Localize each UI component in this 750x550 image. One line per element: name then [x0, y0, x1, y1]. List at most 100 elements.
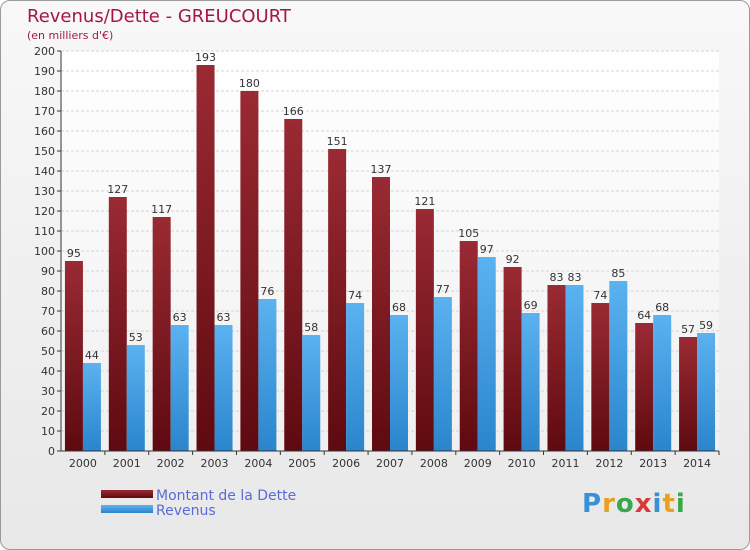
x-tick-label: 2007 — [376, 457, 404, 470]
bar-dette — [372, 177, 390, 451]
y-tick-label: 200 — [34, 45, 55, 58]
legend: Montant de la Dette Revenus — [101, 488, 296, 519]
bar-revenus — [433, 297, 452, 451]
data-label-revenus: 69 — [524, 299, 538, 312]
x-tick-label: 2013 — [639, 457, 667, 470]
bar-dette — [503, 267, 522, 451]
bar-dette — [108, 197, 127, 451]
y-tick-label: 150 — [34, 145, 55, 158]
bar-revenus — [82, 363, 101, 451]
bar-revenus — [390, 315, 408, 451]
data-label-dette: 166 — [283, 105, 304, 118]
data-label-revenus: 74 — [348, 289, 362, 302]
chart-subtitle: (en milliers d'€) — [27, 29, 114, 42]
bar-revenus — [653, 315, 672, 451]
y-tick-label: 110 — [34, 225, 55, 238]
bar-dette — [240, 91, 259, 451]
bar-revenus — [214, 325, 233, 451]
data-label-dette: 64 — [637, 309, 651, 322]
bar-dette — [635, 323, 654, 451]
y-tick-label: 50 — [41, 345, 55, 358]
data-label-dette: 193 — [195, 51, 216, 64]
data-label-revenus: 77 — [436, 283, 450, 296]
bar-dette — [64, 261, 83, 451]
data-label-dette: 57 — [681, 323, 695, 336]
bar-dette — [328, 149, 347, 451]
data-label-dette: 121 — [414, 195, 435, 208]
data-label-dette: 74 — [593, 289, 607, 302]
x-tick-label: 2001 — [113, 457, 141, 470]
bar-revenus — [170, 325, 189, 451]
x-tick-label: 2012 — [595, 457, 623, 470]
bar-dette — [152, 217, 171, 451]
legend-label-revenus: Revenus — [156, 503, 216, 519]
y-tick-label: 20 — [41, 405, 55, 418]
bar-revenus — [302, 335, 321, 451]
bar-dette — [679, 337, 698, 451]
y-tick-label: 10 — [41, 425, 55, 438]
y-tick-label: 120 — [34, 205, 55, 218]
data-label-dette: 180 — [239, 77, 260, 90]
x-tick-label: 2008 — [420, 457, 448, 470]
y-tick-label: 140 — [34, 165, 55, 178]
y-tick-label: 60 — [41, 325, 55, 338]
bar-dette — [459, 241, 478, 451]
x-tick-label: 2000 — [69, 457, 97, 470]
chart-title: Revenus/Dette - GREUCOURT — [27, 6, 291, 27]
bar-revenus — [697, 333, 716, 451]
bar-revenus — [521, 313, 540, 451]
legend-swatch-revenus — [101, 505, 153, 513]
x-tick-label: 2010 — [508, 457, 536, 470]
data-label-revenus: 58 — [304, 321, 318, 334]
proxiti-logo: Proxiti — [582, 489, 686, 519]
data-label-dette: 95 — [67, 247, 81, 260]
legend-label-dette: Montant de la Dette — [156, 488, 296, 504]
y-tick-label: 190 — [34, 65, 55, 78]
x-tick-label: 2009 — [464, 457, 492, 470]
y-tick-label: 100 — [34, 245, 55, 258]
bar-dette — [284, 119, 303, 451]
x-tick-label: 2003 — [201, 457, 229, 470]
legend-swatch-dette — [101, 490, 153, 498]
y-tick-label: 160 — [34, 125, 55, 138]
data-label-revenus: 44 — [85, 349, 99, 362]
bar-dette — [591, 303, 610, 451]
x-tick-label: 2004 — [244, 457, 272, 470]
data-label-revenus: 68 — [655, 301, 669, 314]
y-tick-label: 40 — [41, 365, 55, 378]
x-tick-label: 2006 — [332, 457, 360, 470]
data-label-revenus: 76 — [260, 285, 274, 298]
bar-revenus — [258, 299, 277, 451]
data-label-revenus: 97 — [480, 243, 494, 256]
x-tick-label: 2005 — [288, 457, 316, 470]
x-tick-label: 2002 — [157, 457, 185, 470]
y-tick-label: 90 — [41, 265, 55, 278]
data-label-dette: 127 — [107, 183, 128, 196]
data-label-revenus: 85 — [611, 267, 625, 280]
y-tick-label: 70 — [41, 305, 55, 318]
data-label-dette: 137 — [371, 163, 392, 176]
y-tick-label: 80 — [41, 285, 55, 298]
bar-revenus — [565, 285, 584, 451]
data-label-revenus: 63 — [173, 311, 187, 324]
data-label-dette: 83 — [549, 271, 563, 284]
bar-dette — [547, 285, 566, 451]
y-tick-label: 130 — [34, 185, 55, 198]
bar-dette — [196, 65, 215, 451]
bar-revenus — [126, 345, 145, 451]
bar-revenus — [346, 303, 365, 451]
data-label-dette: 117 — [151, 203, 172, 216]
y-tick-label: 0 — [48, 445, 55, 458]
bar-dette — [415, 209, 434, 451]
bar-revenus — [609, 281, 628, 451]
data-label-dette: 105 — [458, 227, 479, 240]
y-tick-label: 170 — [34, 105, 55, 118]
bar-revenus — [477, 257, 496, 451]
x-tick-label: 2014 — [683, 457, 711, 470]
x-tick-label: 2011 — [551, 457, 579, 470]
y-tick-label: 30 — [41, 385, 55, 398]
data-label-revenus: 59 — [699, 319, 713, 332]
data-label-revenus: 53 — [129, 331, 143, 344]
